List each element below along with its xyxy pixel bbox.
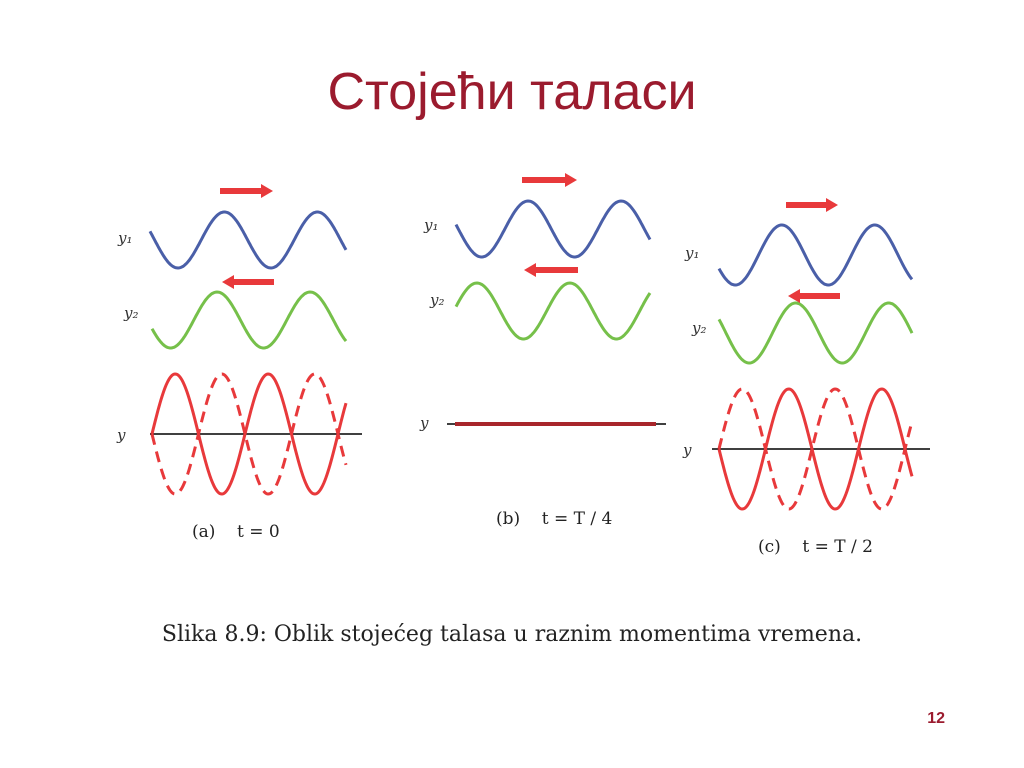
panel-a-y2-label: y₂ [123, 304, 139, 322]
panel-c-y1-right-arrow [786, 198, 838, 212]
panel-b-y1-wave [454, 199, 652, 259]
panel-c-y2-label: y₂ [691, 319, 707, 337]
panel-a-y-label: y [116, 426, 126, 444]
panel-b: y₁ y₂ y (b) t = T / 4 [419, 173, 666, 529]
panel-c-y-label: y [682, 441, 692, 459]
page-number: 12 [927, 710, 945, 727]
panel-b-y2-wave [454, 281, 652, 341]
panel-c-y1-label: y₁ [684, 244, 700, 262]
panel-a: y₁ y₂ y (a) t = 0 [116, 184, 362, 542]
panel-a-resultant-solid [150, 372, 348, 496]
panel-b-y-label: y [419, 414, 429, 432]
slide-title: Стојећи таласи [327, 63, 697, 121]
panel-a-y2-wave [150, 290, 348, 350]
panel-b-y2-left-arrow [524, 263, 578, 277]
panel-c-subcaption: (c) t = T / 2 [758, 537, 873, 557]
panel-c: y₁ y₂ y (c) t = T / 2 [682, 198, 930, 557]
panel-b-y2-label: y₂ [429, 291, 445, 309]
panel-c-y2-wave [717, 301, 914, 365]
panel-c-resultant-dashed [717, 387, 914, 511]
panel-c-resultant-solid [717, 387, 914, 511]
panel-c-y2-left-arrow [788, 289, 840, 303]
panel-a-y2-left-arrow [222, 275, 274, 289]
figure-caption: Slika 8.9: Oblik stojećeg talasa u razni… [161, 622, 863, 647]
panel-b-y1-right-arrow [522, 173, 577, 187]
panel-a-y1-wave [148, 210, 348, 270]
panel-a-y1-label: y₁ [117, 229, 133, 247]
panel-a-subcaption: (a) t = 0 [192, 522, 280, 542]
panel-b-y1-label: y₁ [423, 216, 439, 234]
panel-a-resultant-dashed [150, 372, 348, 496]
panel-c-y1-wave [717, 223, 914, 287]
panel-b-subcaption: (b) t = T / 4 [496, 509, 612, 529]
panel-a-y1-right-arrow [220, 184, 273, 198]
